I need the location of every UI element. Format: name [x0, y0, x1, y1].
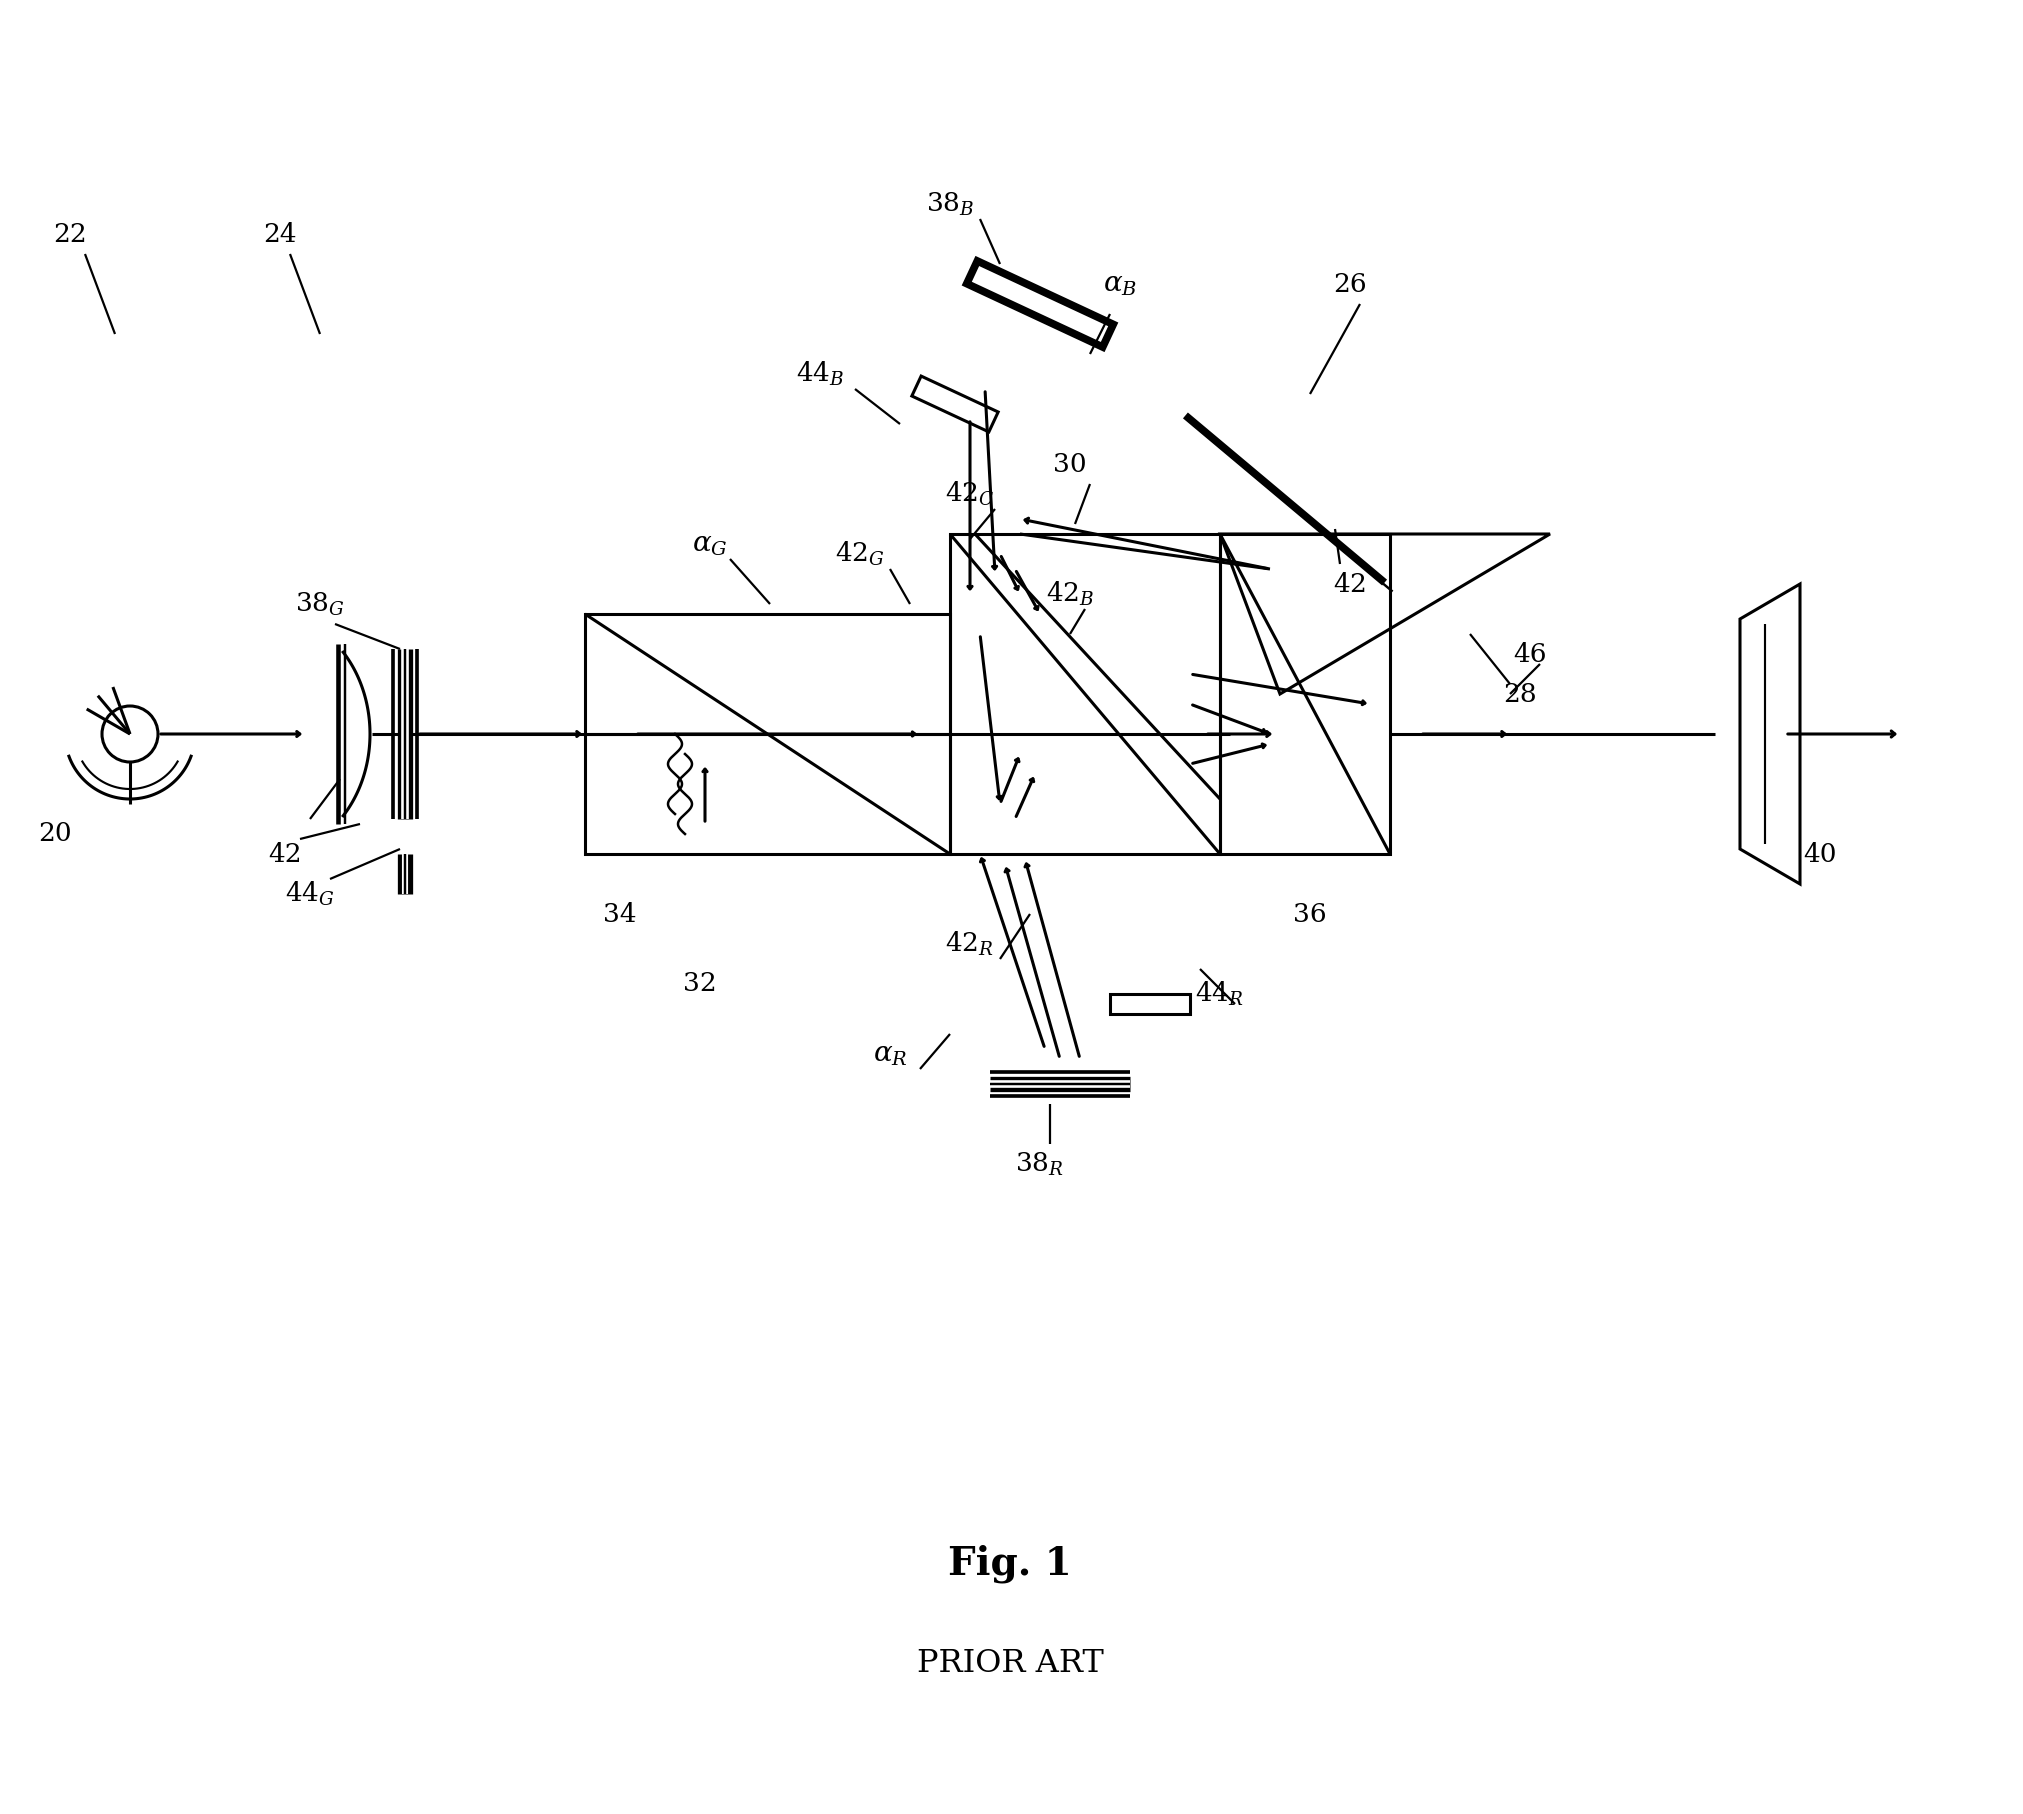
Text: $38_B$: $38_B$	[927, 190, 975, 218]
Text: $44_R$: $44_R$	[1196, 980, 1244, 1009]
Text: $44_B$: $44_B$	[795, 359, 844, 388]
Text: $\alpha_B$: $\alpha_B$	[1103, 270, 1137, 297]
Text: $42_G$: $42_G$	[835, 541, 884, 568]
Text: $38_G$: $38_G$	[295, 590, 344, 617]
Text: PRIOR ART: PRIOR ART	[916, 1649, 1103, 1680]
Text: 22: 22	[53, 221, 87, 247]
Text: 46: 46	[1513, 642, 1548, 666]
Text: $42_R$: $42_R$	[945, 931, 995, 958]
Text: $38_R$: $38_R$	[1016, 1150, 1064, 1177]
Text: $44_G$: $44_G$	[285, 880, 336, 909]
Text: $42$: $42$	[1333, 571, 1366, 597]
Text: $\alpha_G$: $\alpha_G$	[692, 530, 728, 557]
Text: 20: 20	[38, 822, 71, 847]
Text: 42: 42	[269, 842, 301, 867]
Text: 26: 26	[1333, 272, 1368, 296]
Text: 30: 30	[1054, 452, 1086, 477]
Text: 24: 24	[263, 221, 297, 247]
Text: 36: 36	[1293, 902, 1327, 927]
Text: $42_B$: $42_B$	[1046, 580, 1094, 608]
Text: 28: 28	[1503, 682, 1537, 706]
Text: 34: 34	[603, 902, 637, 927]
Text: $\alpha_R$: $\alpha_R$	[872, 1041, 908, 1067]
Text: 32: 32	[684, 972, 716, 996]
Text: Fig. 1: Fig. 1	[949, 1546, 1072, 1584]
Text: $42_C$: $42_C$	[945, 481, 995, 508]
Text: 40: 40	[1802, 842, 1837, 867]
